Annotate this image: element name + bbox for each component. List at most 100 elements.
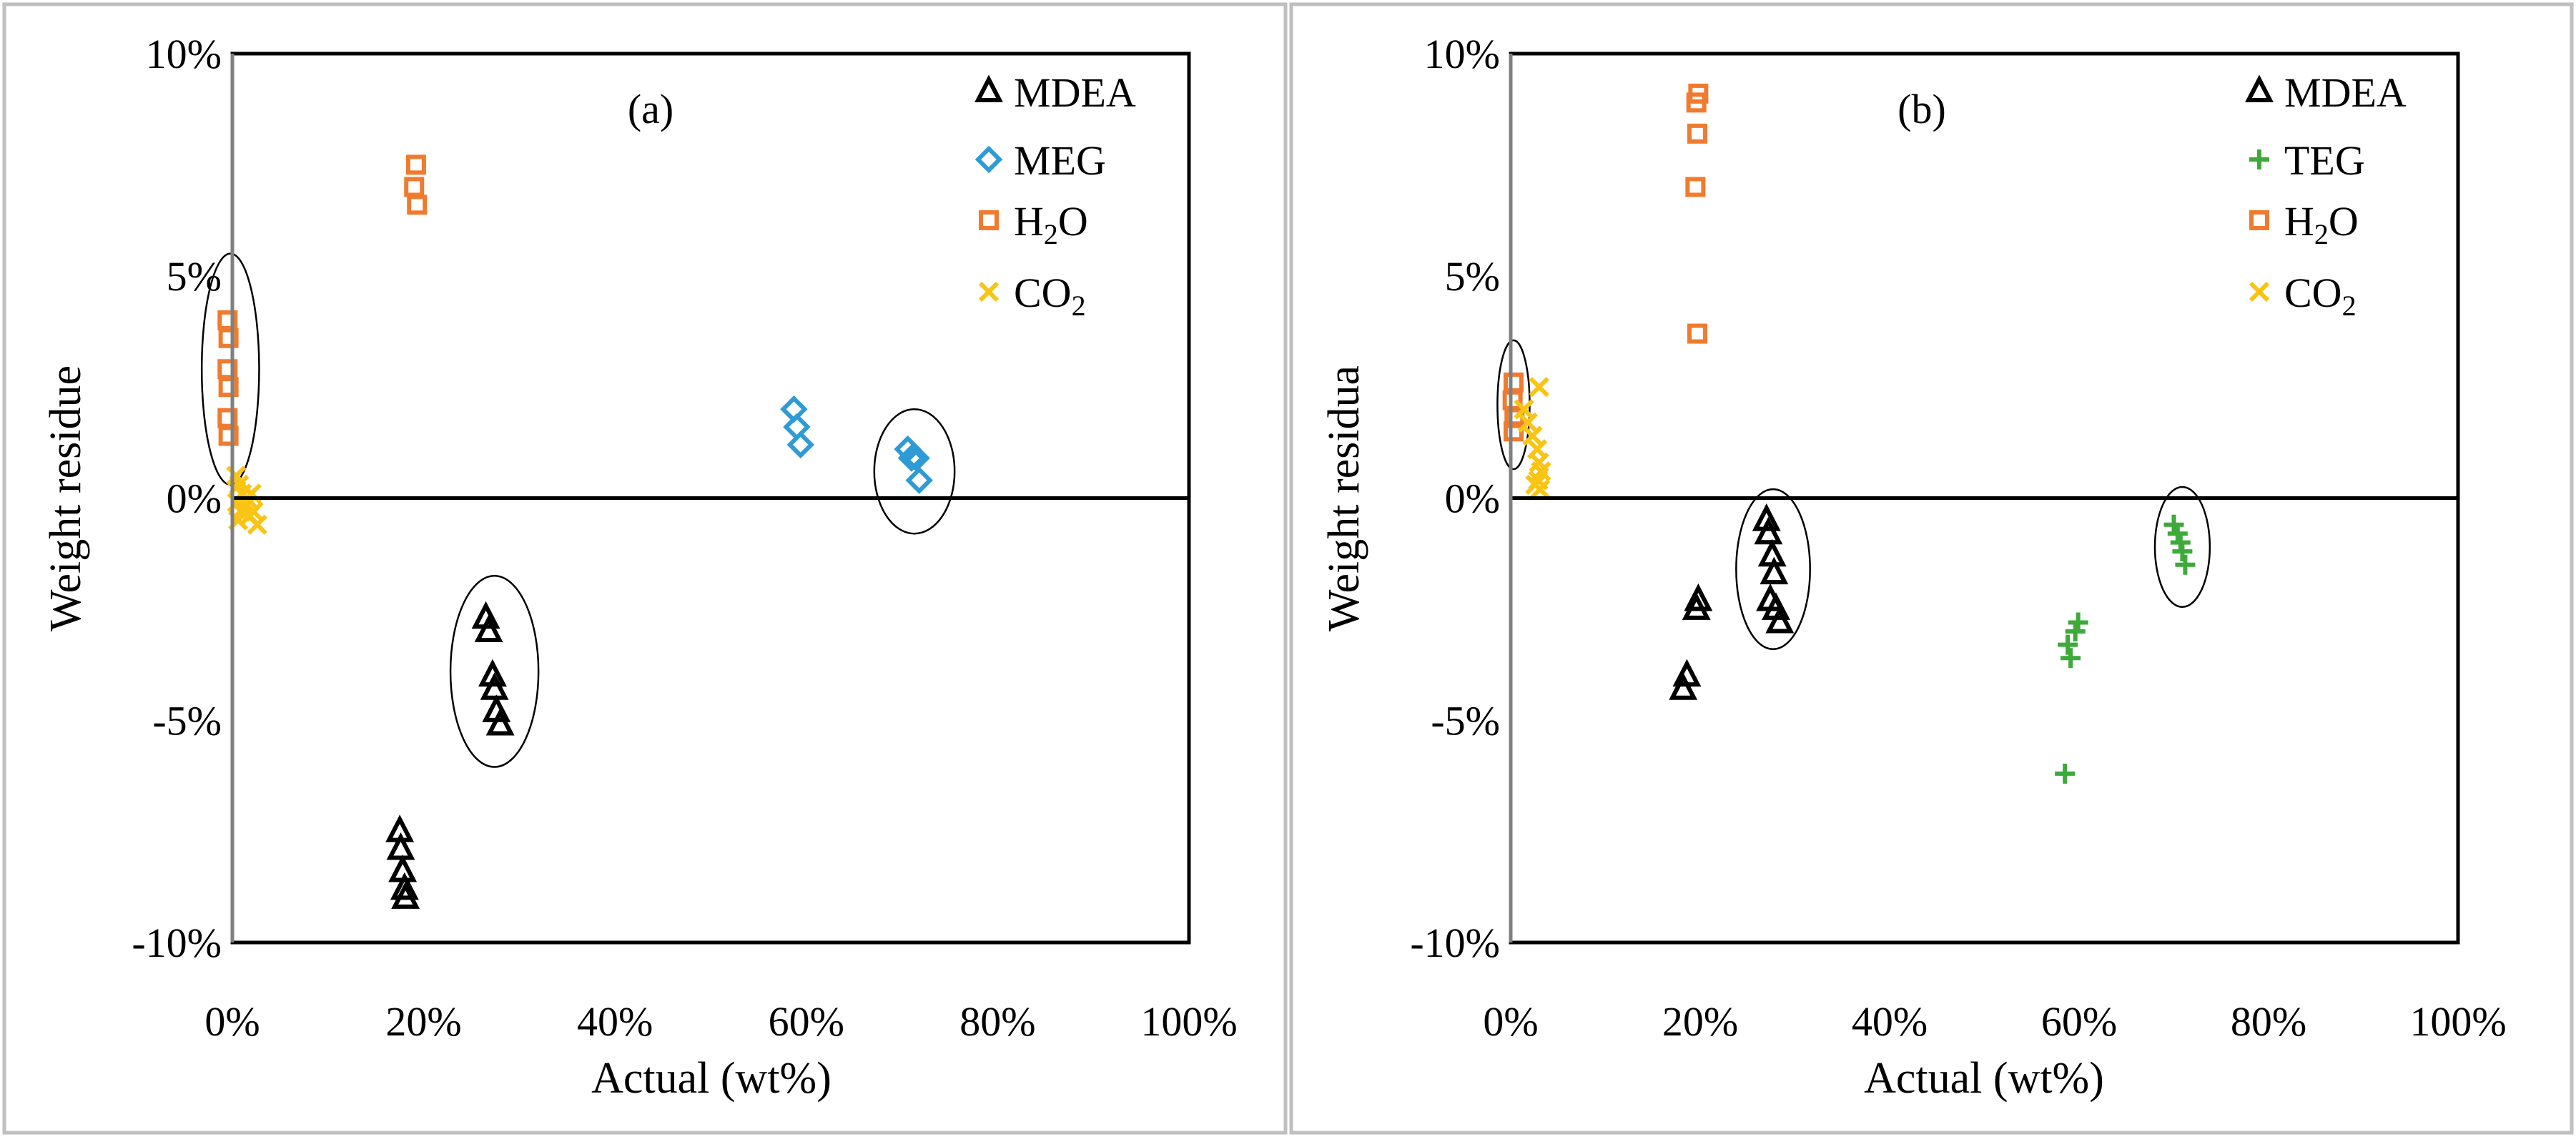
point-meg: [786, 430, 815, 459]
highlight-ellipse: [873, 408, 956, 535]
point-co2: [1517, 412, 1538, 433]
point-co2: [247, 514, 267, 535]
point-teg: [2065, 621, 2086, 641]
point-h2o: [218, 328, 239, 348]
legend-marker-x: [978, 281, 1000, 302]
chart-panel-a: 10% 5% 0% -5% -10% 0% 20% 40% 60% 80% 10…: [41, 31, 1238, 1103]
point-co2: [1529, 377, 1549, 398]
y-tick-label: -10%: [132, 920, 222, 966]
y-tick-label: -10%: [1410, 920, 1500, 966]
legend-marker-square: [979, 210, 999, 230]
legend-marker-triangle-shape: [2245, 74, 2274, 102]
highlight-ellipse: [200, 252, 260, 486]
x-tick-label: 0%: [1483, 998, 1538, 1045]
legend-marker-triangle: [2245, 74, 2274, 102]
y-axis-title: Weight residua: [1320, 365, 1368, 631]
legend-marker-x-shape: [2249, 281, 2270, 302]
y-axis-title: Weight residue: [41, 365, 90, 631]
legend-label-meg: MEG: [1014, 137, 1106, 184]
legend-marker-x-shape: [978, 281, 1000, 302]
point-teg: [2068, 612, 2088, 633]
point-h2o: [218, 377, 239, 398]
legend-label-h2o: H2O: [2284, 198, 2359, 250]
x-tick-label: 60%: [769, 998, 844, 1045]
x-tick-label: 40%: [1852, 998, 1928, 1045]
point-mdea: [1760, 556, 1789, 585]
legend: MDEA MEG H2O CO2: [974, 69, 1136, 322]
point-h2o: [1687, 323, 1708, 344]
point-h2o: [1685, 177, 1706, 197]
point-meg: [902, 444, 930, 472]
y-tick-label: 0%: [1445, 476, 1500, 522]
highlight-ellipse: [449, 575, 540, 768]
legend-marker-plus-shape: [2249, 149, 2269, 169]
point-h2o: [1687, 123, 1708, 144]
legend-marker-triangle-shape: [974, 74, 1003, 102]
legend-marker-x: [2249, 281, 2270, 302]
point-teg: [2055, 763, 2076, 784]
legend-marker-square-shape: [2249, 210, 2269, 230]
point-mdea: [1754, 516, 1783, 545]
panel-label: (a): [628, 86, 673, 132]
panel-label: (b): [1898, 86, 1946, 132]
panel-a-frame: [2, 2, 1288, 1135]
point-teg: [2061, 648, 2081, 669]
x-tick-label: 80%: [959, 998, 1035, 1045]
legend-marker-square: [2249, 210, 2269, 230]
point-teg: [2172, 541, 2193, 562]
point-mdea: [474, 614, 503, 642]
y-tick-label: 5%: [167, 253, 222, 300]
point-h2o: [405, 154, 426, 175]
point-mdea: [480, 672, 509, 700]
y-tick-label: -5%: [1431, 697, 1500, 744]
legend-label-h2o: H2O: [1014, 198, 1088, 250]
legend-marker-diamond-shape: [974, 145, 1003, 174]
point-teg: [2163, 514, 2184, 535]
chart-panel-b: 10% 5% 0% -5% -10% 0% 20% 40% 60% 80% 10…: [1320, 31, 2507, 1103]
point-teg: [2167, 523, 2188, 544]
point-meg: [897, 444, 926, 472]
highlight-ellipse: [1496, 339, 1531, 471]
y-tick-label: 10%: [146, 31, 222, 77]
panel-b-frame: [1289, 2, 2574, 1135]
x-tick-label: 60%: [2041, 998, 2117, 1045]
point-meg: [905, 466, 933, 494]
point-mdea: [390, 872, 419, 900]
y-tick-label: -5%: [152, 697, 222, 744]
legend-label-co2: CO2: [2284, 270, 2357, 322]
point-mdea: [1684, 583, 1713, 611]
x-tick-label: 40%: [577, 998, 653, 1045]
point-mdea: [391, 881, 420, 909]
point-teg: [2175, 554, 2196, 575]
y-tick-label: 5%: [1445, 253, 1500, 300]
y-tick-labels: 10% 5% 0% -5% -10%: [1410, 31, 1500, 966]
x-tick-label: 80%: [2231, 998, 2306, 1045]
x-tick-label: 100%: [1140, 998, 1237, 1045]
point-co2: [1525, 474, 1546, 495]
point-mdea: [485, 707, 515, 736]
y-tick-label: 10%: [1424, 31, 1500, 77]
x-tick-labels: 0% 20% 40% 60% 80% 100%: [1483, 998, 2506, 1045]
point-mdea: [1765, 605, 1795, 634]
highlight-ellipse: [2153, 486, 2211, 609]
point-h2o: [218, 425, 239, 446]
x-tick-labels: 0% 20% 40% 60% 80% 100%: [204, 998, 1237, 1045]
legend-label-teg: TEG: [2284, 137, 2365, 184]
point-h2o: [404, 177, 425, 197]
y-tick-label: 0%: [167, 476, 222, 522]
point-mdea: [1669, 672, 1698, 700]
legend-label-mdea: MDEA: [2284, 69, 2407, 116]
legend: MDEA TEG H2O CO2: [2245, 69, 2407, 322]
point-mdea: [1672, 659, 1702, 687]
legend-marker-triangle: [974, 74, 1003, 102]
y-tick-labels: 10% 5% 0% -5% -10%: [132, 31, 222, 966]
point-h2o: [407, 195, 428, 215]
point-mdea: [386, 832, 415, 860]
x-tick-label: 20%: [1662, 998, 1738, 1045]
point-teg: [2058, 634, 2078, 655]
point-h2o: [1503, 372, 1524, 393]
legend-label-co2: CO2: [1014, 270, 1086, 322]
legend-label-mdea: MDEA: [1014, 69, 1136, 116]
x-axis-title: Actual (wt%): [1864, 1054, 2104, 1103]
